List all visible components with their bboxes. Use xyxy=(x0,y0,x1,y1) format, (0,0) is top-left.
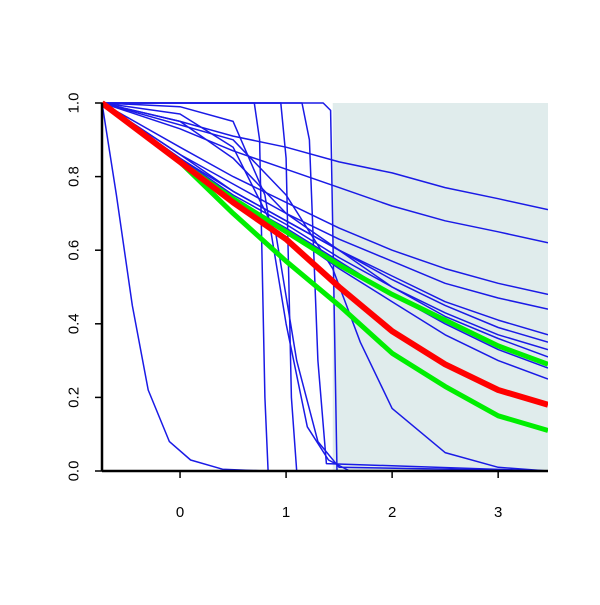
y-tick-label: 0.2 xyxy=(66,387,83,408)
curve xyxy=(102,102,548,211)
y-tick-label: 0.0 xyxy=(66,461,83,482)
x-tick-label: 2 xyxy=(388,504,396,521)
y-tick-label: 0.4 xyxy=(66,313,83,334)
x-tick-label: 0 xyxy=(176,504,184,521)
curve xyxy=(102,102,548,358)
curve xyxy=(102,102,548,244)
curve xyxy=(102,102,548,310)
x-tick-label: 3 xyxy=(494,504,502,521)
y-tick-label: 1.0 xyxy=(66,93,83,114)
curve xyxy=(102,102,265,472)
y-tick-label: 0.8 xyxy=(66,166,83,187)
x-tick-label: 1 xyxy=(282,504,290,521)
curve xyxy=(102,100,548,408)
curve xyxy=(102,102,548,472)
curve xyxy=(102,102,548,351)
y-tick-label: 0.6 xyxy=(66,240,83,261)
curve xyxy=(102,102,548,472)
curve xyxy=(102,102,548,296)
